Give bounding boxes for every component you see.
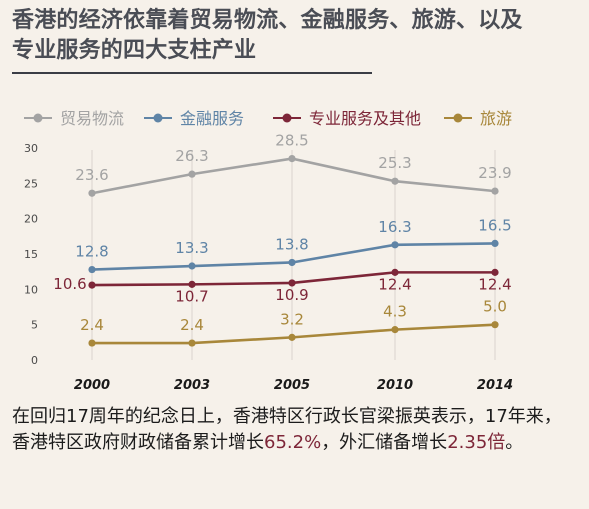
data-label: 16.3 [378,218,411,236]
x-tick-label: 2010 [377,378,413,393]
data-point [391,268,399,276]
data-label: 23.9 [478,164,511,182]
data-point [288,155,296,163]
caption-text: 在回归17周年的纪念日上，香港特区行政长官梁振英表示，17年来，香港特区政府财政… [12,404,577,456]
data-labels: 23.6 26.3 28.5 25.3 23.9 12.8 13.3 13.8 16.3 16.5… [53,132,511,334]
legend-marker [33,113,43,123]
data-point [188,262,196,270]
caption-part-1: 在回归17周年的纪念日上，香港特区行政长官梁振英表示，17年来，香港特区政府财政… [12,406,562,453]
data-label: 3.2 [280,310,304,328]
caption-part-3: 。 [505,432,524,453]
data-point [391,177,399,185]
data-point [88,339,96,347]
data-point [288,258,296,267]
y-tick-label: 25 [24,177,38,190]
data-point [491,321,499,329]
data-label: 5.0 [483,298,507,316]
y-tick-label: 30 [24,142,38,155]
data-point [391,241,399,249]
caption-part-2: ，外汇储备增长 [321,432,448,453]
chart-title: 香港的经济依靠着贸易物流、金融服务、旅游、以及 专业服务的四大支柱产业 [12,6,577,66]
data-label: 26.3 [175,147,208,165]
data-point [491,187,499,195]
data-label: 2.4 [180,316,204,334]
y-tick-label: 0 [31,354,38,367]
chart-legend: 贸易物流 金融服务 专业服务及其他 旅游 [24,109,512,128]
data-label: 13.8 [275,235,308,253]
data-label: 23.6 [75,166,108,184]
series-line [91,157,496,195]
data-point [491,239,499,247]
x-tick-label: 2000 [74,378,110,393]
data-point [88,281,96,289]
chart-grid [91,150,496,360]
x-tick-label: 2005 [274,378,310,393]
legend-marker [282,113,292,123]
data-label: 12.4 [478,275,511,293]
data-label: 12.8 [75,243,108,261]
data-point [391,326,399,334]
legend-marker [453,113,463,123]
data-label: 13.3 [175,239,208,257]
legend-label: 贸易物流 [60,109,124,128]
data-label: 28.5 [275,132,308,150]
legend-marker [153,113,163,123]
legend-label: 旅游 [480,109,512,128]
x-axis: 2000 2003 2005 2010 2014 [74,378,513,393]
data-point [288,333,296,341]
title-underline [12,72,372,74]
y-axis: 0 5 10 15 20 25 30 [24,142,38,367]
data-label: 16.5 [478,216,511,234]
caption-highlight-1: 65.2% [264,432,322,453]
data-label: 10.6 [53,275,86,293]
x-tick-label: 2003 [174,378,210,393]
y-tick-label: 20 [24,213,38,226]
y-tick-label: 5 [31,319,38,332]
data-point [88,265,96,274]
legend-label: 金融服务 [180,109,244,128]
data-label: 10.9 [275,286,308,304]
data-label: 2.4 [80,316,104,334]
chart-title-line-1: 香港的经济依靠着贸易物流、金融服务、旅游、以及 [12,8,523,33]
chart-title-line-2: 专业服务的四大支柱产业 [12,38,257,63]
data-point [188,339,196,347]
data-label: 10.7 [175,287,208,305]
data-point [188,170,196,178]
x-tick-label: 2014 [477,378,513,393]
caption-highlight-2: 2.35倍 [447,432,506,453]
y-tick-label: 10 [24,283,38,296]
legend-label: 专业服务及其他 [309,109,421,128]
chart-series [88,155,499,347]
data-label: 12.4 [378,275,411,293]
data-label: 25.3 [378,154,411,172]
data-point [491,268,499,276]
data-point [288,279,296,287]
data-label: 4.3 [383,303,407,321]
data-point [88,189,96,197]
y-tick-label: 15 [24,248,38,261]
data-point [188,280,196,288]
